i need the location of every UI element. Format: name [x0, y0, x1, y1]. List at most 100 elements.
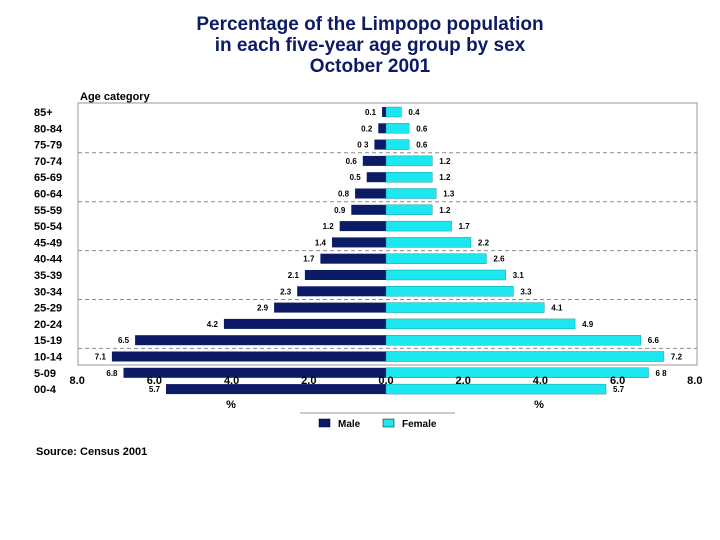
bar-male — [274, 302, 386, 313]
bar-male — [351, 204, 386, 215]
legend-female-swatch — [382, 418, 395, 428]
x-tick-label: 4.0 — [533, 375, 548, 387]
bar-male — [320, 253, 386, 264]
bar-female — [385, 335, 642, 346]
data-labels: 0.1 0.4 0.2 0.6 0 3 0.6 0.6 1.2 0.5 1.2 0.8 1.3 0.9 1… — [95, 108, 683, 394]
legend-female-label: Female — [402, 419, 437, 430]
x-tick-label: 2.0 — [301, 375, 316, 387]
data-label-female: 4.1 — [551, 304, 563, 313]
bar-male — [355, 188, 386, 199]
data-label-female: 4.9 — [582, 320, 594, 329]
legend-male-swatch — [318, 418, 331, 428]
data-label-male: 0.8 — [338, 190, 350, 199]
legend-male-label: Male — [338, 419, 361, 430]
data-label-female: 0.6 — [416, 141, 428, 150]
bar-female — [385, 351, 665, 362]
y-tick-label: 65-69 — [34, 172, 62, 184]
bar-female — [385, 204, 433, 216]
bar-male — [339, 221, 386, 232]
data-label-male: 2.9 — [257, 304, 269, 313]
y-tick-label: 10-14 — [34, 352, 63, 364]
legend: Male Female — [318, 418, 437, 430]
chart-title: Percentage of the Limpopo population in … — [0, 14, 720, 77]
y-tick-label: 85+ — [34, 107, 53, 119]
data-label-male: 6.5 — [118, 336, 130, 345]
bar-female — [385, 106, 402, 118]
data-label-female: 2.2 — [478, 238, 490, 247]
y-tick-label: 40-44 — [34, 254, 63, 266]
data-label-female: 3.1 — [513, 271, 525, 280]
y-tick-label: 15-19 — [34, 335, 62, 347]
bar-male — [297, 286, 386, 297]
bar-male — [123, 367, 386, 378]
bar-female — [385, 139, 410, 150]
data-label-male: 0.2 — [361, 124, 373, 133]
y-tick-label: 60-64 — [34, 189, 63, 201]
y-tick-label: 5-09 — [34, 368, 56, 380]
bar-female — [385, 286, 514, 297]
data-label-male: 1.2 — [323, 222, 335, 231]
data-label-female: 6 8 — [656, 369, 668, 378]
y-tick-label: 80-84 — [34, 123, 63, 135]
x-tick-label: 8.0 — [687, 375, 702, 387]
bar-female — [385, 367, 649, 378]
x-tick-label: 4.0 — [224, 375, 239, 387]
y-tick-label: 50-54 — [34, 221, 63, 233]
x-tick-label: 0.0 — [378, 375, 393, 387]
bar-female — [385, 155, 433, 167]
bar-male — [111, 351, 387, 362]
source-note: Source: Census 2001 — [36, 446, 148, 458]
data-label-male: 7.1 — [95, 353, 107, 362]
bar-male — [362, 155, 386, 166]
x-tick-label: 6.0 — [610, 375, 625, 387]
data-label-male: 0.9 — [334, 206, 346, 215]
data-label-female: 1.2 — [439, 206, 451, 215]
data-label-male: 0.5 — [350, 173, 362, 182]
bar-male — [304, 270, 386, 280]
bar-male — [366, 172, 386, 183]
title-line-2: in each five-year age group by sex — [214, 35, 526, 56]
y-tick-label: 55-59 — [34, 205, 62, 217]
data-label-female: 2.6 — [493, 255, 505, 264]
bar-male — [374, 139, 386, 150]
bar-female — [385, 220, 452, 232]
bar-female — [385, 123, 410, 134]
data-label-male: 6.8 — [106, 369, 118, 378]
data-label-female: 0.4 — [408, 108, 420, 117]
x-tick-labels: 8.0 6.0 4.0 2.0 0.0 2.0 4.0 6.0 8.0 — [70, 375, 703, 387]
data-label-female: 3.3 — [520, 287, 532, 296]
data-label-female: 1.3 — [443, 190, 455, 199]
y-tick-label: 75-79 — [34, 140, 62, 152]
data-label-male: 0.1 — [365, 108, 377, 117]
bar-female — [385, 302, 545, 313]
plot-area-frame — [77, 102, 698, 366]
y-tick-label: 25-29 — [34, 303, 62, 315]
bar-female — [385, 237, 472, 248]
data-label-male: 2.1 — [288, 271, 300, 280]
bar-female — [385, 188, 437, 199]
y-tick-label: 30-34 — [34, 286, 63, 298]
y-tick-label: 70-74 — [34, 156, 63, 168]
bar-female — [385, 269, 506, 281]
data-label-female: 1.7 — [459, 222, 471, 231]
y-tick-labels: 85+ 80-84 75-79 70-74 65-69 60-64 55-59 50-54 45… — [34, 107, 63, 396]
y-tick-label: 20-24 — [34, 319, 63, 331]
data-label-female: 0.6 — [416, 124, 428, 133]
data-label-male: 0.6 — [346, 157, 358, 166]
y-tick-label: 35-39 — [34, 270, 62, 282]
x-unit-left: % — [226, 399, 236, 411]
bars — [111, 106, 665, 395]
data-label-male: 1.4 — [315, 238, 327, 247]
title-line-1: Percentage of the Limpopo population — [196, 14, 544, 35]
bar-male — [135, 335, 386, 346]
bar-male — [332, 237, 386, 248]
bar-male — [166, 384, 386, 395]
x-tick-label: 8.0 — [70, 375, 85, 387]
y-tick-label: 00-4 — [34, 384, 57, 396]
data-label-male: 1.7 — [303, 255, 315, 264]
data-label-male: 0 3 — [357, 141, 369, 150]
y-tick-label: 45-49 — [34, 237, 62, 249]
bar-female — [385, 318, 576, 330]
data-label-female: 5.7 — [613, 385, 625, 394]
data-label-female: 6.6 — [648, 336, 660, 345]
